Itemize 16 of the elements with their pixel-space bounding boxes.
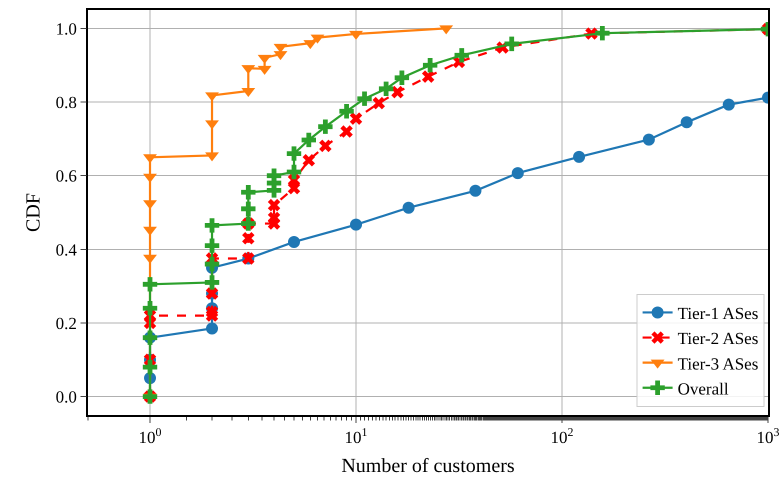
y-tick-label: 0.4 [56, 240, 78, 260]
y-tick-label: 0.6 [56, 166, 77, 186]
y-tick-label: 0.0 [56, 388, 77, 407]
legend-label: Overall [678, 379, 729, 398]
legend-label: Tier-2 ASes [678, 329, 758, 348]
legend-label: Tier-3 ASes [678, 354, 758, 374]
x-axis-title: Number of customers [341, 455, 515, 478]
legend-label: Tier-1 ASes [678, 304, 758, 324]
y-tick-label: 0.8 [56, 93, 77, 112]
x-tick-label: 10$^{3}$ [756, 425, 780, 448]
y-tick-label: 0.2 [56, 314, 77, 333]
x-tick-label: 10$^{2}$ [550, 425, 574, 448]
y-axis-title: CDF [22, 193, 45, 232]
x-tick-label: 10$^{1}$ [344, 425, 368, 448]
y-tick-label: 1.0 [56, 19, 77, 38]
x-tick-label: 10$^{0}$ [138, 425, 162, 448]
